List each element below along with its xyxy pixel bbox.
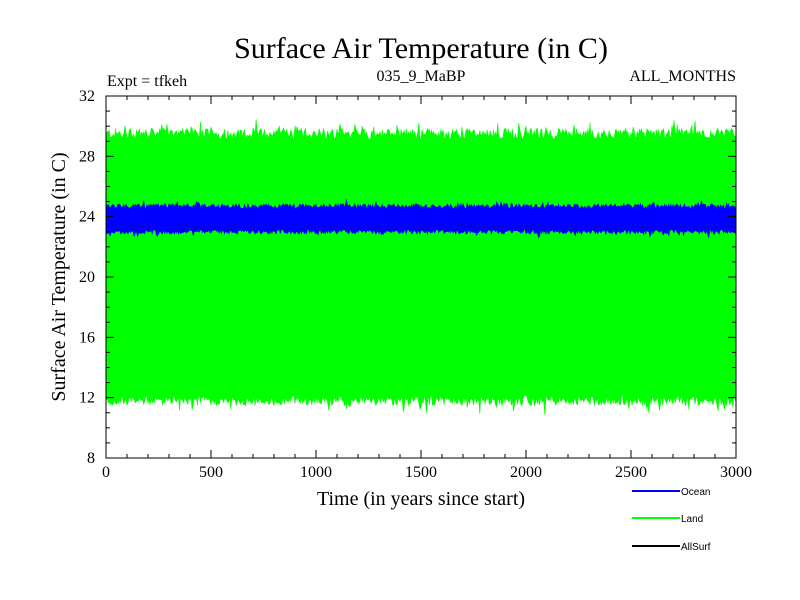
x-axis-label: Time (in years since start) bbox=[317, 488, 525, 510]
y-tick-label: 12 bbox=[79, 390, 95, 407]
x-tick-label: 3000 bbox=[720, 464, 752, 481]
x-tick-label: 1500 bbox=[405, 464, 437, 481]
y-tick-label: 28 bbox=[79, 148, 95, 165]
axes: 0 500 1000 1500 2000 2500 3000 8 12 16 20 24 28 32 bbox=[79, 88, 752, 481]
y-tick-label: 32 bbox=[79, 88, 95, 105]
legend-label-ocean: Ocean bbox=[681, 487, 710, 498]
y-tick-label: 20 bbox=[79, 269, 95, 286]
y-tick-label: 16 bbox=[79, 329, 95, 346]
series-land bbox=[105, 119, 737, 415]
y-tick-label: 8 bbox=[87, 450, 95, 467]
x-tick-label: 0 bbox=[102, 464, 110, 481]
chart-subtitle-center: 035_9_MaBP bbox=[377, 68, 466, 85]
y-tick-label: 24 bbox=[79, 209, 95, 226]
data-layer bbox=[105, 119, 737, 415]
legend-label-land: Land bbox=[681, 514, 703, 525]
chart-subtitle-left: Expt = tfkeh bbox=[107, 73, 187, 90]
legend: Ocean Land AllSurf bbox=[632, 487, 711, 553]
y-axis-label: Surface Air Temperature (in C) bbox=[48, 152, 70, 401]
legend-label-allsurf: AllSurf bbox=[681, 542, 711, 553]
x-tick-label: 1000 bbox=[300, 464, 332, 481]
chart-title: Surface Air Temperature (in C) bbox=[234, 32, 608, 65]
x-tick-label: 500 bbox=[199, 464, 223, 481]
x-tick-label: 2500 bbox=[615, 464, 647, 481]
x-tick-label: 2000 bbox=[510, 464, 542, 481]
chart-subtitle-right: ALL_MONTHS bbox=[629, 68, 736, 85]
